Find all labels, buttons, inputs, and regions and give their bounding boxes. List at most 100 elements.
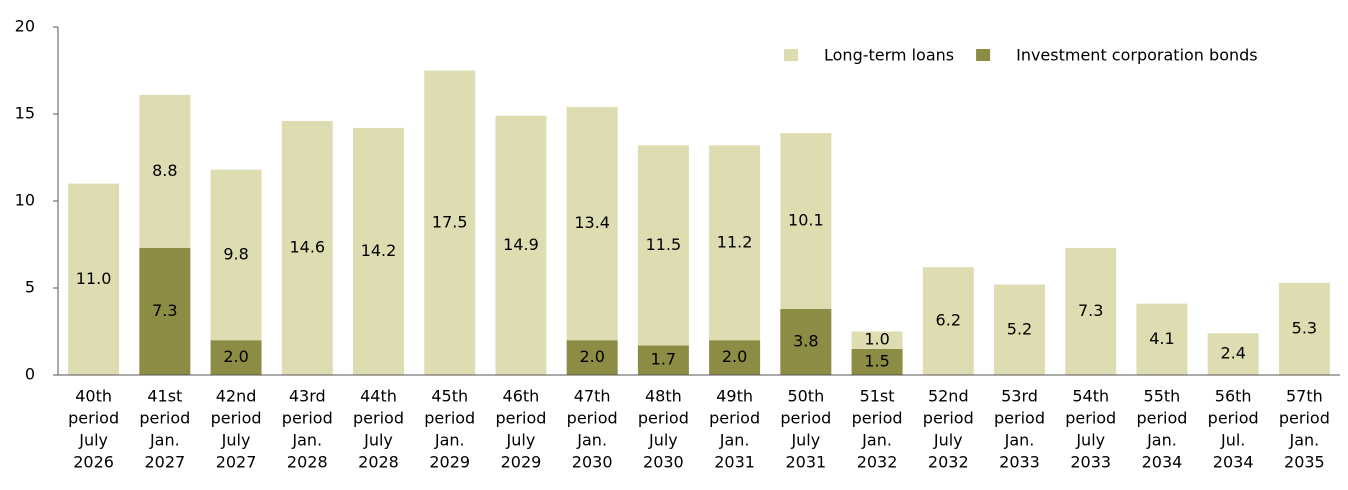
x-tick-label: period	[1065, 409, 1116, 428]
bar-segment	[709, 340, 761, 375]
bar-segment	[1207, 333, 1259, 375]
x-tick-label: 45th	[431, 387, 468, 406]
x-tick-label: Jan.	[1004, 431, 1035, 450]
bar-segment	[851, 348, 903, 375]
data-label: 5.2	[1007, 319, 1032, 338]
x-tick-label: 42nd	[216, 387, 257, 406]
bar-segment	[994, 284, 1045, 375]
x-tick-label: period	[139, 409, 190, 428]
x-tick-label: Jan.	[291, 431, 322, 450]
data-label: 2.0	[579, 347, 604, 366]
x-tick-label: 50th	[787, 387, 824, 406]
x-tick-label: 2028	[358, 453, 399, 472]
x-tick-label: July	[506, 431, 536, 450]
x-tick-label: period	[1136, 409, 1187, 428]
x-tick-label: July	[790, 431, 820, 450]
data-label: 14.9	[503, 235, 539, 254]
x-tick-label: 41st	[147, 387, 182, 406]
x-tick-label: Jan.	[1146, 431, 1177, 450]
x-tick-label: July	[1075, 431, 1105, 450]
x-tick-label: Jan.	[576, 431, 607, 450]
x-tick-label: July	[933, 431, 963, 450]
data-label: 11.2	[717, 232, 753, 251]
legend-label: Long-term loans	[824, 46, 954, 65]
data-label: 7.3	[152, 301, 177, 320]
x-tick-label: 2033	[999, 453, 1040, 472]
x-tick-label: 2029	[501, 453, 542, 472]
data-label: 6.2	[936, 311, 961, 330]
y-tick-label: 10	[15, 191, 35, 210]
x-tick-label: July	[221, 431, 251, 450]
x-tick-label: period	[424, 409, 475, 428]
y-tick-label: 15	[15, 104, 35, 123]
x-tick-label: period	[638, 409, 689, 428]
data-label: 8.8	[152, 161, 177, 180]
x-tick-label: July	[363, 431, 393, 450]
x-tick-label: period	[780, 409, 831, 428]
x-tick-label: 2026	[73, 453, 114, 472]
data-label: 11.5	[646, 235, 682, 254]
x-tick-label: period	[211, 409, 262, 428]
data-label: 14.2	[361, 241, 397, 260]
data-label: 10.1	[788, 211, 824, 230]
data-label: 2.0	[722, 347, 747, 366]
x-tick-label: 2027	[144, 453, 185, 472]
x-tick-label: 40th	[75, 387, 112, 406]
x-tick-label: 56th	[1215, 387, 1252, 406]
bar-segment	[210, 340, 262, 375]
x-tick-label: 54th	[1072, 387, 1109, 406]
x-tick-label: 53rd	[1001, 387, 1038, 406]
x-tick-label: 57th	[1286, 387, 1323, 406]
data-label: 1.7	[651, 350, 676, 369]
data-label: 11.0	[76, 269, 112, 288]
x-tick-label: 2032	[928, 453, 969, 472]
x-tick-label: 2034	[1142, 453, 1183, 472]
x-tick-label: 43rd	[289, 387, 326, 406]
data-label: 1.5	[864, 351, 889, 370]
x-tick-label: 47th	[574, 387, 611, 406]
x-tick-label: Jan.	[1289, 431, 1320, 450]
bar-segment	[637, 345, 689, 375]
x-tick-label: 51st	[860, 387, 895, 406]
x-tick-label: 2029	[429, 453, 470, 472]
bar-segment	[709, 145, 761, 341]
x-tick-label: 49th	[716, 387, 753, 406]
bar-segment	[780, 308, 832, 375]
bar-segment	[281, 120, 333, 376]
x-tick-label: Jan.	[861, 431, 892, 450]
x-tick-label: 2027	[216, 453, 257, 472]
legend-swatch	[976, 49, 991, 61]
data-label: 1.0	[864, 330, 889, 349]
x-tick-label: 2031	[714, 453, 755, 472]
bar-segment	[566, 340, 618, 375]
bar-segment	[495, 115, 547, 376]
data-label: 2.0	[223, 347, 248, 366]
bar-segment	[353, 127, 404, 375]
x-tick-label: period	[68, 409, 119, 428]
x-tick-label: period	[282, 409, 333, 428]
data-label: 5.3	[1292, 318, 1317, 337]
bar-segment	[922, 267, 974, 375]
x-tick-label: period	[994, 409, 1045, 428]
x-tick-label: period	[852, 409, 903, 428]
x-tick-label: 55th	[1144, 387, 1181, 406]
x-tick-label: Jan.	[149, 431, 180, 450]
data-label: 14.6	[289, 237, 325, 256]
x-tick-label: period	[709, 409, 760, 428]
bar-segment	[1278, 282, 1330, 375]
y-tick-label: 0	[25, 365, 35, 384]
legend-swatch	[784, 49, 798, 61]
bar-segment	[139, 94, 191, 248]
x-tick-label: 48th	[645, 387, 682, 406]
x-tick-label: Jan.	[719, 431, 750, 450]
data-label: 9.8	[223, 244, 248, 263]
x-tick-label: Jul.	[1220, 431, 1245, 450]
x-tick-label: period	[923, 409, 974, 428]
x-tick-label: 44th	[360, 387, 397, 406]
data-label: 13.4	[574, 213, 610, 232]
x-tick-label: period	[495, 409, 546, 428]
x-tick-label: period	[567, 409, 618, 428]
x-tick-label: 2028	[287, 453, 328, 472]
bar-segment	[780, 133, 832, 309]
